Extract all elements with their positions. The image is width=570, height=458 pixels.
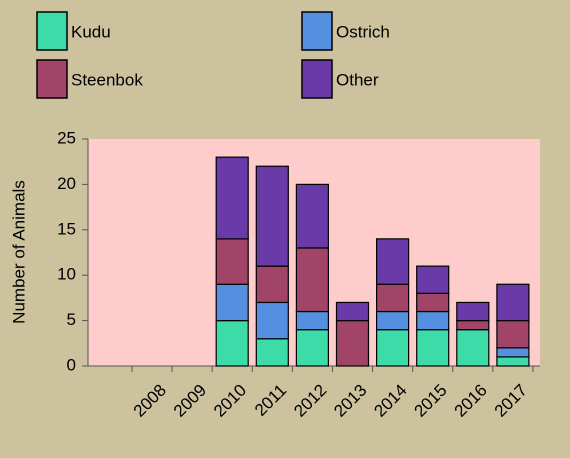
legend-label: Ostrich <box>336 22 390 41</box>
bar-segment <box>295 310 329 331</box>
bar-segment <box>335 301 370 322</box>
bar-segment <box>496 320 530 349</box>
bar-segment <box>255 265 289 304</box>
bar-segment <box>215 238 249 285</box>
y-tick-label: 15 <box>57 219 76 238</box>
legend-label: Steenbok <box>71 70 143 89</box>
bar-segment <box>255 301 289 340</box>
bar-segment <box>496 356 530 367</box>
bar-segment <box>215 283 249 322</box>
bar-segment <box>295 247 329 313</box>
bar-segment <box>255 165 289 267</box>
bar-segment <box>416 329 450 367</box>
y-tick-label: 20 <box>57 174 76 193</box>
legend-swatch <box>36 59 68 99</box>
bar-segment <box>376 238 410 285</box>
bar-segment <box>376 283 410 313</box>
bar-segment <box>335 320 370 367</box>
legend-swatch <box>301 11 333 51</box>
bar-segment <box>295 329 329 367</box>
bar-segment <box>416 292 450 313</box>
bar-segment <box>456 329 490 367</box>
bar-segment <box>215 320 249 367</box>
bar-segment <box>416 310 450 331</box>
legend-swatch <box>301 59 333 99</box>
bar-segment <box>416 265 450 294</box>
bar-segment <box>376 310 410 331</box>
bar-segment <box>376 329 410 367</box>
bar-segment <box>496 347 530 358</box>
y-tick-label: 0 <box>67 355 76 374</box>
y-axis-label: Number of Animals <box>9 180 28 324</box>
y-tick-label: 10 <box>57 265 76 284</box>
y-tick-label: 25 <box>57 128 76 147</box>
legend-label: Other <box>336 70 379 89</box>
bar-segment <box>255 338 289 367</box>
bar-segment <box>456 320 490 331</box>
bar-segment <box>456 301 490 322</box>
bar-segment <box>215 156 249 240</box>
bar-segment <box>295 183 329 249</box>
y-tick-label: 5 <box>67 310 76 329</box>
legend-swatch <box>36 11 68 51</box>
bar-segment <box>496 283 530 322</box>
legend-label: Kudu <box>71 22 111 41</box>
